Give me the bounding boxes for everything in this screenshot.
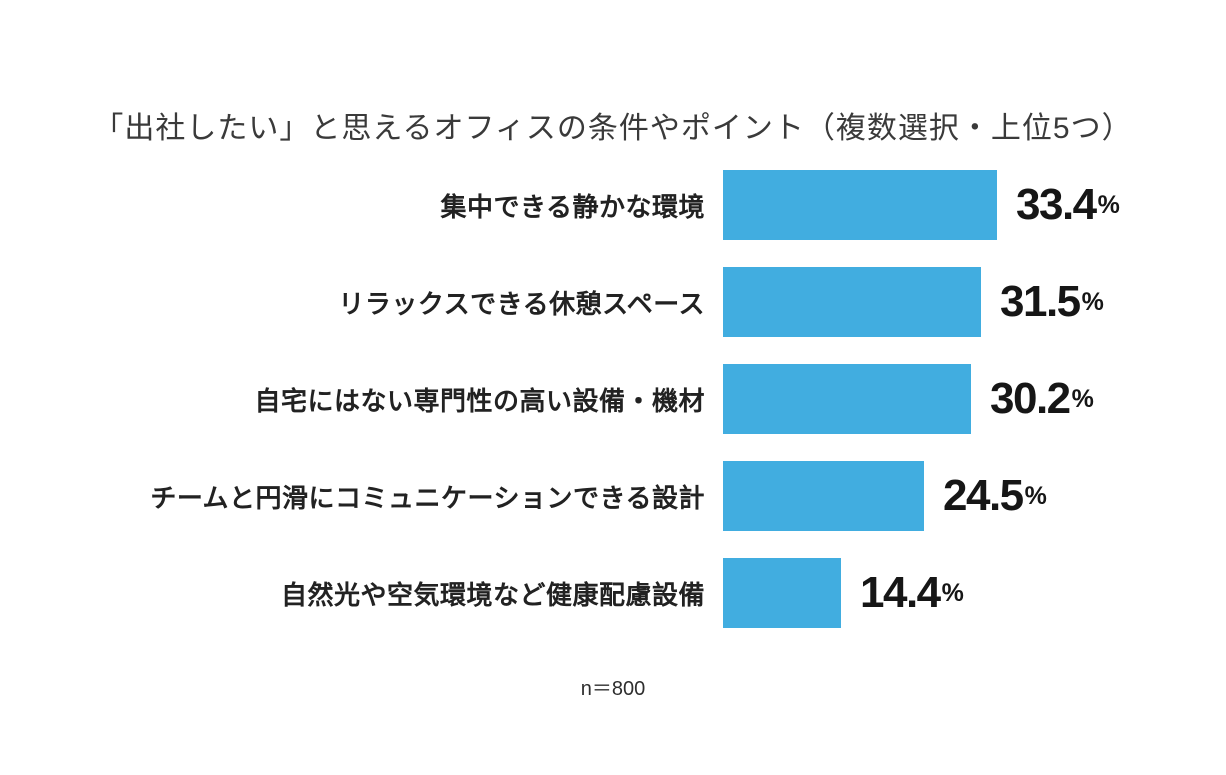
value-label: 14.4% [860,558,964,628]
value-number: 14.4 [860,568,941,617]
category-label: 集中できる静かな環境 [440,191,705,222]
sample-size-note: n＝800 [580,678,646,700]
chart-title: 「出社したい」と思えるオフィスの条件やポイント（複数選択・上位5つ） [93,112,1133,145]
value-number: 33.4 [1016,180,1097,229]
value-label: 30.2% [990,364,1094,434]
percent-sign: % [1071,384,1094,413]
value-label: 31.5% [1000,267,1104,337]
percent-sign: % [1081,287,1104,316]
value-label: 33.4% [1016,170,1120,240]
value-number: 24.5 [943,471,1024,520]
bar-row: チームと円滑にコミュニケーションできる設計 24.5% [0,461,1226,558]
bar-track [723,558,841,628]
bar-row: 集中できる静かな環境 33.4% [0,170,1226,267]
category-label: 自然光や空気環境など健康配慮設備 [280,579,705,610]
category-label: 自宅にはない専門性の高い設備・機材 [254,385,705,416]
value-label: 24.5% [943,461,1047,531]
bar [723,558,841,628]
percent-sign: % [1024,481,1047,510]
category-label: チームと円滑にコミュニケーションできる設計 [150,482,705,513]
bar-row: 自然光や空気環境など健康配慮設備 14.4% [0,558,1226,655]
bar [723,364,971,434]
bar [723,461,924,531]
bar-rows: 集中できる静かな環境 33.4% リラックスできる休憩スペース 31.5% 自宅にはない… [0,170,1226,655]
bar-track [723,170,997,240]
value-number: 30.2 [990,374,1071,423]
value-number: 31.5 [1000,277,1081,326]
bar-row: リラックスできる休憩スペース 31.5% [0,267,1226,364]
bar-track [723,364,971,434]
bar [723,170,997,240]
bar [723,267,981,337]
bar-track [723,267,981,337]
bar-row: 自宅にはない専門性の高い設備・機材 30.2% [0,364,1226,461]
percent-sign: % [941,578,964,607]
percent-sign: % [1097,190,1120,219]
category-label: リラックスできる休憩スペース [338,288,705,319]
bar-track [723,461,924,531]
